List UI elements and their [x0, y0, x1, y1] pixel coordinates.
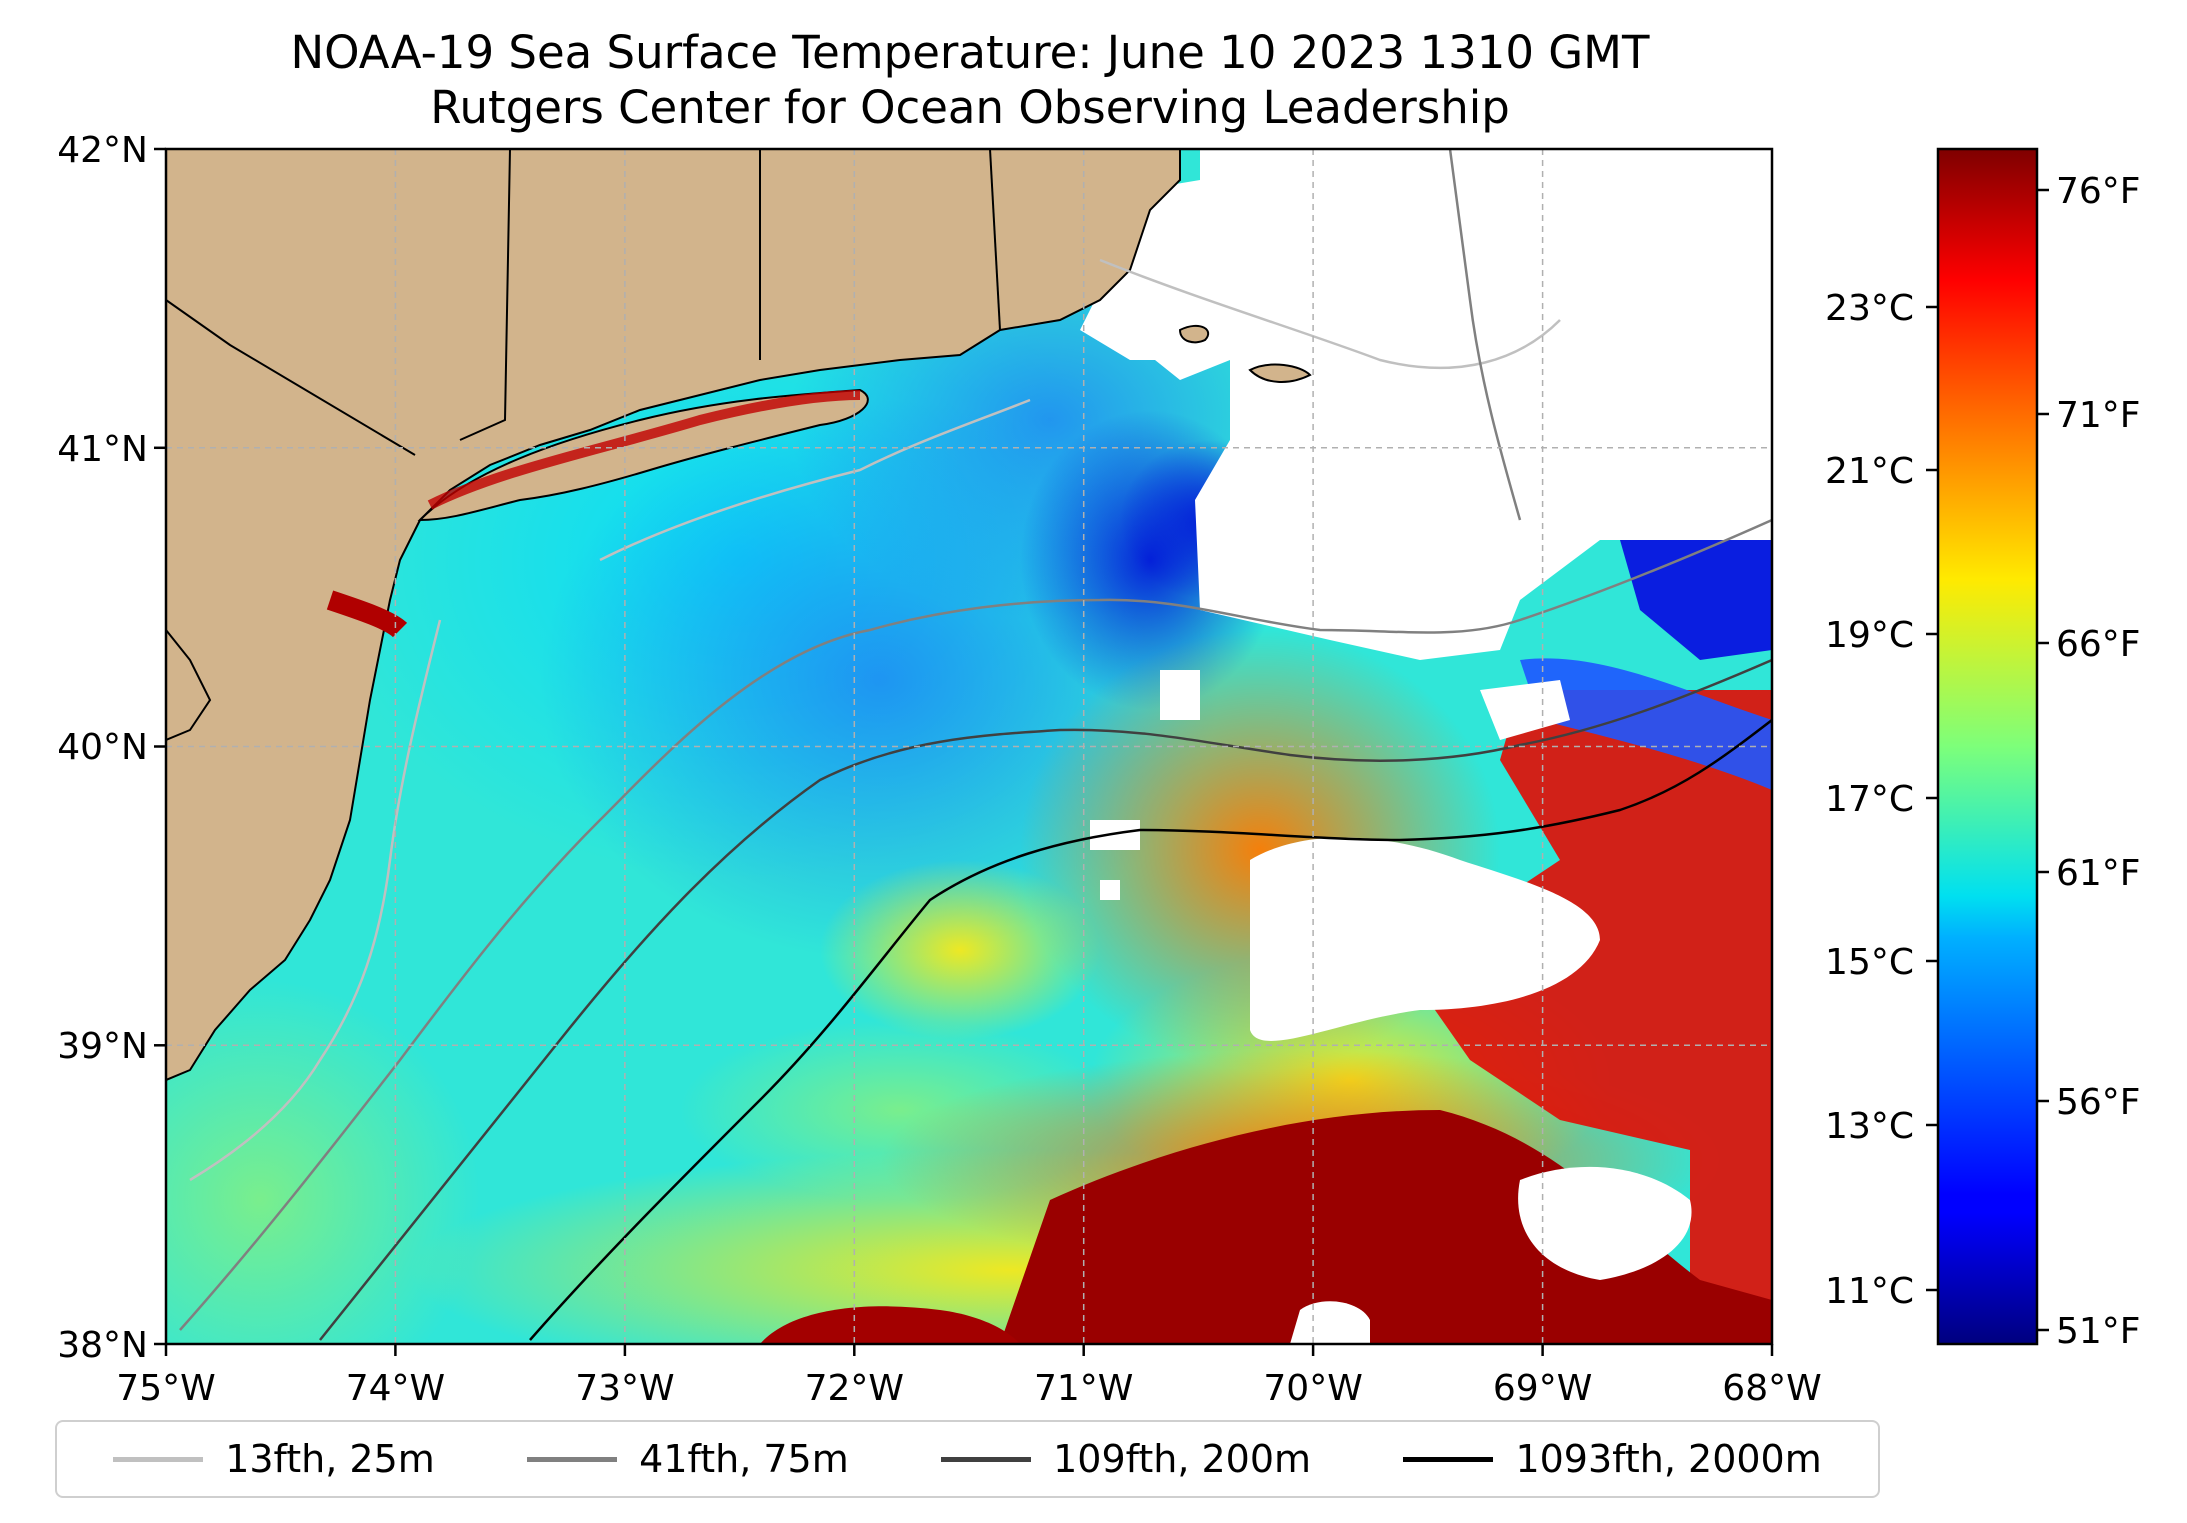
- legend-label: 1093fth, 2000m: [1515, 1437, 1822, 1481]
- grid-lines: [166, 149, 1772, 1344]
- marthas-vineyard: [1178, 324, 1210, 344]
- colorbar-c-label: 17°C: [1825, 779, 1914, 820]
- colorbar-c-label: 21°C: [1825, 451, 1914, 492]
- ny-bight-warm: [326, 590, 408, 638]
- colorbar-f-label: 66°F: [2056, 624, 2141, 665]
- x-tick-label: 75°W: [116, 1368, 215, 1409]
- colorbar: 51°F 56°F 61°F 66°F 71°F 76°F 11°C 13°C …: [1825, 147, 2141, 1352]
- x-tick-label: 71°W: [1034, 1368, 1133, 1409]
- map-title: NOAA-19 Sea Surface Temperature: June 10…: [290, 26, 1650, 79]
- colorbar-f-label: 76°F: [2056, 171, 2141, 212]
- land-mass: [166, 149, 1181, 1082]
- colorbar-c-label: 19°C: [1825, 615, 1914, 656]
- x-tick-label: 70°W: [1263, 1368, 1362, 1409]
- colorbar-c-label: 23°C: [1825, 288, 1914, 329]
- nantucket: [1248, 363, 1312, 383]
- y-tick-label: 41°N: [57, 429, 148, 470]
- legend-swatch: [113, 1456, 204, 1462]
- isobath-legend: 13fth, 25m 41fth, 75m 109fth, 200m 1093f…: [55, 1420, 1880, 1498]
- y-tick-label: 42°N: [57, 130, 148, 171]
- cold-patch-east: [1520, 658, 1772, 790]
- gulf-stream-core: [1000, 1110, 1772, 1344]
- x-tick-label: 68°W: [1722, 1368, 1821, 1409]
- colorbar-c-label: 13°C: [1825, 1106, 1914, 1147]
- warm-water-east: [1400, 690, 1772, 1344]
- long-island: [417, 388, 869, 522]
- map-subtitle: Rutgers Center for Ocean Observing Leade…: [430, 81, 1510, 134]
- colorbar-gradient: [1936, 147, 2039, 1346]
- x-tick-label: 74°W: [346, 1368, 445, 1409]
- legend-label: 13fth, 25m: [225, 1437, 435, 1481]
- colorbar-c-label: 11°C: [1825, 1271, 1914, 1312]
- x-axis: 75°W 74°W 73°W 72°W 71°W 70°W 69°W 68°W: [116, 1344, 1822, 1409]
- isobaths: [179, 149, 1772, 1341]
- y-tick-label: 40°N: [57, 727, 148, 768]
- x-tick-label: 69°W: [1493, 1368, 1592, 1409]
- legend-item-2000m: 1093fth, 2000m: [1403, 1437, 1822, 1481]
- legend-item-75m: 41fth, 75m: [527, 1437, 849, 1481]
- coastal-warm-band: [427, 390, 861, 510]
- x-tick-label: 72°W: [805, 1368, 904, 1409]
- legend-item-200m: 109fth, 200m: [941, 1437, 1311, 1481]
- gulf-stream-west: [760, 1306, 1020, 1344]
- colorbar-f-label: 51°F: [2056, 1311, 2141, 1352]
- colorbar-c-label: 15°C: [1825, 942, 1914, 983]
- y-tick-label: 39°N: [57, 1026, 148, 1067]
- legend-swatch: [527, 1456, 618, 1462]
- state-borders: [166, 149, 1001, 741]
- legend-swatch: [1403, 1456, 1494, 1462]
- legend-label: 41fth, 75m: [639, 1437, 849, 1481]
- legend-swatch: [941, 1456, 1032, 1462]
- colorbar-f-label: 61°F: [2056, 853, 2141, 894]
- cloud-mask: [1080, 149, 1772, 1344]
- x-tick-label: 73°W: [575, 1368, 674, 1409]
- colorbar-f-label: 56°F: [2056, 1082, 2141, 1123]
- legend-label: 109fth, 200m: [1053, 1437, 1312, 1481]
- colorbar-f-label: 71°F: [2056, 395, 2141, 436]
- y-axis: 38°N 39°N 40°N 41°N 42°N: [57, 130, 166, 1366]
- y-tick-label: 38°N: [57, 1325, 148, 1366]
- legend-item-25m: 13fth, 25m: [113, 1437, 435, 1481]
